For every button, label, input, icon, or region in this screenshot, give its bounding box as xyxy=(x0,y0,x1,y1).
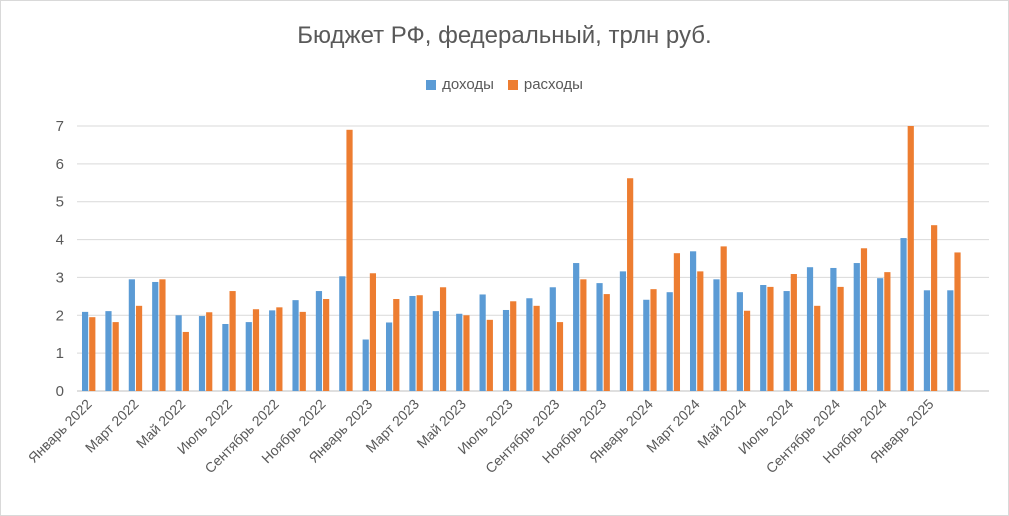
bar-expenses xyxy=(206,312,213,391)
bar-income xyxy=(947,290,954,391)
y-tick-label: 2 xyxy=(56,307,64,324)
bar-income xyxy=(526,298,533,391)
y-tick-label: 6 xyxy=(56,156,64,173)
bar-income xyxy=(152,281,159,391)
legend-item-income: доходы xyxy=(426,76,494,93)
bar-income xyxy=(362,339,369,391)
bar-income xyxy=(830,267,837,391)
bar-income xyxy=(643,299,650,391)
bar-income xyxy=(619,271,627,391)
bar-income xyxy=(549,287,556,391)
bar-expenses xyxy=(112,322,119,391)
bar-expenses xyxy=(182,331,189,391)
bar-expenses xyxy=(89,317,96,391)
bar-income xyxy=(315,291,323,391)
bar-expenses xyxy=(743,310,751,391)
bar-expenses xyxy=(650,289,657,391)
bar-income xyxy=(432,311,439,391)
bar-expenses xyxy=(159,279,166,391)
y-tick-label: 5 xyxy=(56,194,64,211)
y-tick-label: 3 xyxy=(56,269,64,286)
bar-expenses xyxy=(229,291,236,391)
legend-item-expenses: расходы xyxy=(507,76,583,93)
bar-expenses xyxy=(814,305,821,391)
x-tick-label: Январь 2022 xyxy=(25,396,95,466)
bar-income xyxy=(900,238,907,391)
bar-income xyxy=(479,294,486,391)
legend-swatch-income xyxy=(426,79,437,90)
bar-expenses xyxy=(323,299,330,391)
bar-income xyxy=(666,292,673,391)
bar-expenses xyxy=(837,286,844,391)
y-tick-label: 4 xyxy=(56,232,64,249)
legend-swatch-expenses xyxy=(507,79,518,90)
bar-income xyxy=(128,279,135,391)
bar-income xyxy=(409,295,416,391)
bar-income xyxy=(923,290,931,391)
bar-expenses xyxy=(860,248,868,391)
legend-label-expenses: расходы xyxy=(523,76,583,93)
bar-expenses xyxy=(346,129,353,392)
bar-income xyxy=(736,292,743,391)
bar-income xyxy=(198,316,206,391)
bar-income xyxy=(760,285,767,391)
bar-expenses xyxy=(627,178,634,391)
bar-expenses xyxy=(790,274,797,391)
bar-expenses xyxy=(767,286,774,391)
bar-income xyxy=(806,267,814,391)
legend-label-income: доходы xyxy=(442,76,494,93)
bar-expenses xyxy=(416,295,423,391)
bar-expenses xyxy=(276,307,283,391)
bar-expenses xyxy=(907,126,914,391)
bar-income xyxy=(573,263,580,391)
bar-income xyxy=(713,279,720,391)
bar-income xyxy=(783,291,790,391)
bar-income xyxy=(175,315,182,391)
bar-income xyxy=(105,311,112,391)
bar-expenses xyxy=(463,315,470,391)
bar-income xyxy=(853,263,860,391)
bar-expenses xyxy=(697,271,704,391)
bar-expenses xyxy=(533,305,540,391)
bar-income xyxy=(292,300,299,391)
bar-expenses xyxy=(954,252,961,391)
bar-income xyxy=(339,276,346,391)
bar-expenses xyxy=(393,299,400,391)
bar-expenses xyxy=(556,322,564,391)
bar-expenses xyxy=(439,287,447,391)
bar-expenses xyxy=(673,253,681,391)
bar-expenses xyxy=(884,272,891,391)
y-tick-label: 1 xyxy=(56,345,64,362)
bar-income xyxy=(222,323,229,391)
bar-expenses xyxy=(252,309,260,391)
bar-income xyxy=(877,278,884,391)
bar-income xyxy=(689,251,697,391)
y-tick-label: 0 xyxy=(56,383,64,400)
bar-expenses xyxy=(580,279,587,391)
legend: доходы расходы xyxy=(0,76,1009,93)
bar-income xyxy=(502,309,510,391)
y-tick-label: 7 xyxy=(56,118,64,135)
bar-expenses xyxy=(603,294,610,391)
bar-expenses xyxy=(369,273,377,391)
bar-expenses xyxy=(931,225,938,391)
chart-title: Бюджет РФ, федеральный, трлн руб. xyxy=(297,22,712,49)
bar-income xyxy=(81,311,89,391)
bar-income xyxy=(385,322,393,391)
bar-income xyxy=(269,310,276,391)
bar-income xyxy=(245,322,252,391)
bar-expenses xyxy=(510,301,517,391)
bar-expenses xyxy=(486,319,493,391)
bar-expenses xyxy=(720,246,727,391)
bar-expenses xyxy=(135,305,143,391)
bar-income xyxy=(456,313,463,391)
bar-expenses xyxy=(299,311,306,391)
bar-income xyxy=(596,283,603,391)
